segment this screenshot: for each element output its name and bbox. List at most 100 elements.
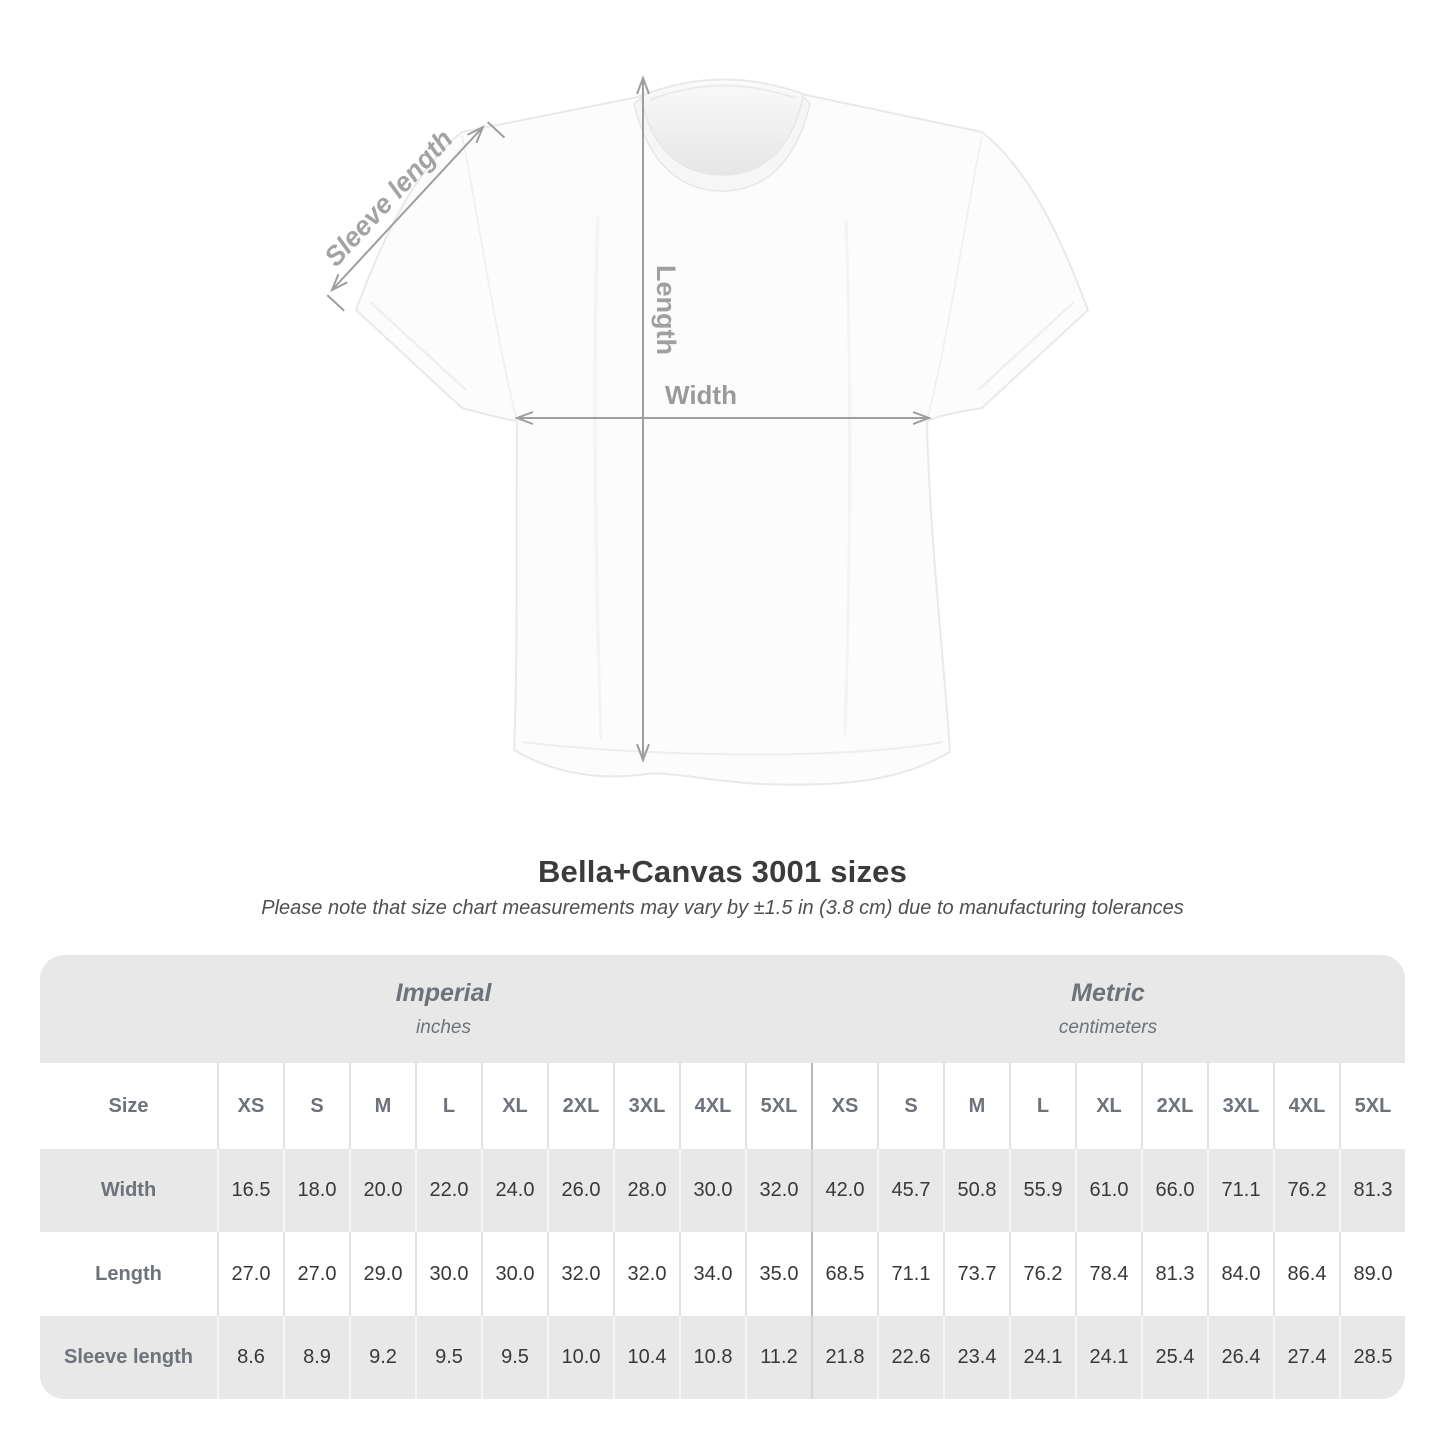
cell-metric: 61.0 <box>1075 1149 1141 1232</box>
cell-metric: 84.0 <box>1207 1232 1273 1316</box>
tshirt-diagram-svg: Sleeve length Length Width <box>318 75 1089 786</box>
cell-metric: 45.7 <box>877 1149 943 1232</box>
cell-imperial: 18.0 <box>283 1149 349 1232</box>
unit-group-imperial: Imperial inches <box>40 955 811 1063</box>
size-table-grid: Imperial inches Metric centimeters Size X… <box>40 955 1405 1399</box>
cell-metric: 76.2 <box>1273 1149 1339 1232</box>
cell-metric: 50.8 <box>943 1149 1009 1232</box>
cell-imperial: 16.5 <box>217 1149 283 1232</box>
size-col-header-imperial: S <box>283 1063 349 1149</box>
cell-metric: 73.7 <box>943 1232 1009 1316</box>
cell-imperial: 10.4 <box>613 1316 679 1399</box>
length-label: Length <box>651 265 681 355</box>
row-label: Sleeve length <box>40 1316 217 1399</box>
cell-imperial: 24.0 <box>481 1149 547 1232</box>
cell-imperial: 8.6 <box>217 1316 283 1399</box>
unit-group-metric-sublabel: centimeters <box>1058 1017 1158 1038</box>
width-label: Width <box>665 380 737 410</box>
cell-imperial: 26.0 <box>547 1149 613 1232</box>
cell-metric: 71.1 <box>1207 1149 1273 1232</box>
row-label: Length <box>40 1232 217 1316</box>
cell-metric: 68.5 <box>811 1232 877 1316</box>
page-subtitle: Please note that size chart measurements… <box>261 897 1184 919</box>
collar-opening <box>641 81 803 175</box>
tshirt-diagram: Sleeve length Length Width <box>318 75 1089 786</box>
cell-imperial: 10.0 <box>547 1316 613 1399</box>
cell-imperial: 35.0 <box>745 1232 811 1316</box>
cell-imperial: 30.0 <box>481 1232 547 1316</box>
cell-imperial: 11.2 <box>745 1316 811 1399</box>
cell-imperial: 32.0 <box>613 1232 679 1316</box>
collar-ribbing <box>633 94 811 192</box>
size-col-header-metric: 3XL <box>1207 1063 1273 1149</box>
size-col-header-imperial: 3XL <box>613 1063 679 1149</box>
cell-imperial: 9.2 <box>349 1316 415 1399</box>
crease-left <box>593 214 603 741</box>
cell-imperial: 30.0 <box>415 1232 481 1316</box>
armhole-seam-left <box>461 135 518 422</box>
size-corner-header: Size <box>40 1063 217 1149</box>
size-table: Imperial inches Metric centimeters Size X… <box>40 955 1405 1399</box>
size-col-header-imperial: 2XL <box>547 1063 613 1149</box>
size-col-header-imperial: XL <box>481 1063 547 1149</box>
cell-metric: 71.1 <box>877 1232 943 1316</box>
size-col-header-imperial: XS <box>217 1063 283 1149</box>
cell-metric: 24.1 <box>1075 1316 1141 1399</box>
cell-imperial: 27.0 <box>283 1232 349 1316</box>
cell-imperial: 27.0 <box>217 1232 283 1316</box>
cell-metric: 78.4 <box>1075 1232 1141 1316</box>
cell-metric: 21.8 <box>811 1316 877 1399</box>
cell-metric: 89.0 <box>1339 1232 1405 1316</box>
cell-metric: 22.6 <box>877 1316 943 1399</box>
page-title: Bella+Canvas 3001 sizes <box>537 854 908 889</box>
hem-stitch <box>521 741 944 756</box>
size-col-header-imperial: 4XL <box>679 1063 745 1149</box>
cell-imperial: 22.0 <box>415 1149 481 1232</box>
back-neck-seam <box>649 84 796 101</box>
size-col-header-imperial: M <box>349 1063 415 1149</box>
size-col-header-metric: M <box>943 1063 1009 1149</box>
cell-imperial: 9.5 <box>415 1316 481 1399</box>
cell-metric: 76.2 <box>1009 1232 1075 1316</box>
cell-imperial: 29.0 <box>349 1232 415 1316</box>
size-col-header-imperial: 5XL <box>745 1063 811 1149</box>
cell-metric: 66.0 <box>1141 1149 1207 1232</box>
cell-imperial: 32.0 <box>745 1149 811 1232</box>
unit-group-imperial-label: Imperial <box>395 979 492 1007</box>
cell-imperial: 20.0 <box>349 1149 415 1232</box>
crease-right <box>843 219 852 736</box>
cell-metric: 23.4 <box>943 1316 1009 1399</box>
armhole-seam-right <box>926 135 983 422</box>
unit-group-imperial-sublabel: inches <box>416 1017 471 1038</box>
cell-metric: 42.0 <box>811 1149 877 1232</box>
cell-metric: 24.1 <box>1009 1316 1075 1399</box>
cell-imperial: 9.5 <box>481 1316 547 1399</box>
cell-metric: 81.3 <box>1141 1232 1207 1316</box>
cell-imperial: 28.0 <box>613 1149 679 1232</box>
cell-imperial: 30.0 <box>679 1149 745 1232</box>
cell-imperial: 8.9 <box>283 1316 349 1399</box>
size-col-header-imperial: L <box>415 1063 481 1149</box>
cell-imperial: 34.0 <box>679 1232 745 1316</box>
size-col-header-metric: XS <box>811 1063 877 1149</box>
cuff-fold-right <box>977 301 1075 391</box>
cell-metric: 26.4 <box>1207 1316 1273 1399</box>
size-col-header-metric: 4XL <box>1273 1063 1339 1149</box>
row-label: Width <box>40 1149 217 1232</box>
cell-metric: 86.4 <box>1273 1232 1339 1316</box>
size-col-header-metric: 5XL <box>1339 1063 1405 1149</box>
cell-imperial: 32.0 <box>547 1232 613 1316</box>
unit-group-metric-label: Metric <box>1071 979 1145 1007</box>
size-col-header-metric: 2XL <box>1141 1063 1207 1149</box>
cell-imperial: 10.8 <box>679 1316 745 1399</box>
width-arrow <box>514 411 932 425</box>
cell-metric: 27.4 <box>1273 1316 1339 1399</box>
cuff-fold-left <box>369 301 467 391</box>
cell-metric: 28.5 <box>1339 1316 1405 1399</box>
tshirt-body <box>355 78 1089 786</box>
cell-metric: 81.3 <box>1339 1149 1405 1232</box>
cell-metric: 55.9 <box>1009 1149 1075 1232</box>
size-col-header-metric: S <box>877 1063 943 1149</box>
unit-group-metric: Metric centimeters <box>811 955 1405 1063</box>
